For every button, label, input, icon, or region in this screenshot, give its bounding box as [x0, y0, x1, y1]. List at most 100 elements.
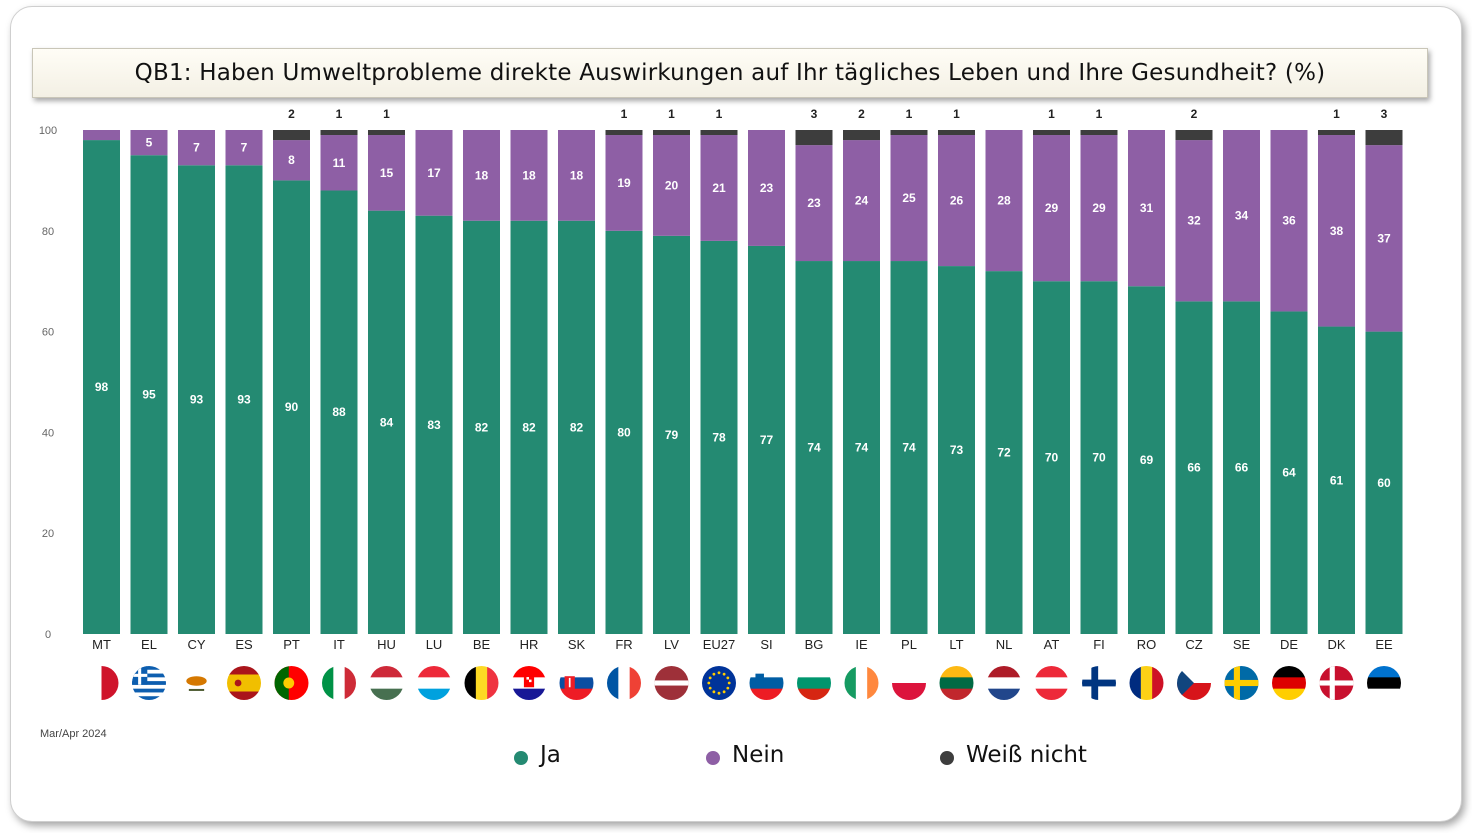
data-label-ja: 74: [855, 441, 869, 455]
bar-nein: [83, 130, 120, 141]
bar-weiss-nicht: [653, 130, 690, 136]
x-category-label: EL: [141, 637, 157, 652]
bar-ja: [1033, 281, 1070, 634]
bar-nein: [653, 135, 690, 236]
chart-title: QB1: Haben Umweltprobleme direkte Auswir…: [134, 60, 1326, 86]
flag-ireland-icon: [844, 666, 879, 700]
flag-eu-icon: [702, 666, 736, 700]
x-category-label: SK: [568, 637, 586, 652]
x-category-label: ES: [235, 637, 253, 652]
bar-nein: [415, 130, 453, 216]
flag-latvia-icon: [654, 666, 689, 700]
data-label-weiss-nicht: 3: [811, 107, 818, 121]
bar-weiss-nicht: [320, 130, 358, 136]
x-category-label: EE: [1375, 637, 1393, 652]
x-category-label: PT: [283, 637, 300, 652]
bar-nein: [510, 130, 548, 221]
data-label-ja: 90: [285, 400, 299, 414]
bar-weiss-nicht: [1080, 130, 1118, 136]
x-category-label: HU: [377, 637, 396, 652]
x-category-label: PL: [901, 637, 917, 652]
legend-label-weiss-nicht: Weiß nicht: [966, 742, 1087, 768]
data-label-nein: 29: [1092, 201, 1106, 215]
data-label-nein: 24: [855, 194, 869, 208]
flag-luxembourg-icon: [417, 666, 451, 700]
bar-nein: [130, 130, 168, 156]
bar-weiss-nicht: [700, 130, 738, 136]
bar-ja: [130, 155, 168, 634]
data-label-ja: 93: [237, 393, 251, 407]
flag-estonia-icon: [1367, 666, 1401, 700]
x-category-label: SE: [1233, 637, 1251, 652]
data-label-weiss-nicht: 1: [906, 107, 913, 121]
bar-nein: [1033, 135, 1070, 282]
legend-label-nein: Nein: [732, 742, 785, 768]
data-label-weiss-nicht: 2: [1191, 107, 1198, 121]
data-label-ja: 84: [380, 415, 394, 429]
data-label-ja: 61: [1330, 473, 1344, 487]
data-label-nein: 23: [760, 181, 774, 195]
data-label-ja: 95: [142, 388, 156, 402]
legend-label-ja: Ja: [540, 742, 561, 768]
data-label-nein: 15: [380, 166, 394, 180]
data-label-weiss-nicht: 1: [621, 107, 628, 121]
flag-hungary-icon: [369, 666, 404, 700]
x-category-label: LU: [426, 637, 443, 652]
bar-ja: [653, 235, 690, 634]
data-label-nein: 7: [241, 141, 248, 155]
y-tick-label: 100: [39, 125, 57, 137]
flag-france-icon: [607, 666, 641, 700]
bar-nein: [890, 135, 928, 262]
data-label-nein: 8: [288, 153, 295, 167]
x-category-label: DE: [1280, 637, 1298, 652]
bar-nein: [938, 135, 975, 267]
flag-finland-icon: [1082, 666, 1116, 700]
bar-ja: [700, 240, 738, 634]
data-label-nein: 37: [1377, 231, 1391, 245]
bar-ja: [605, 230, 643, 635]
data-label-ja: 66: [1187, 461, 1201, 475]
bar-nein: [1318, 135, 1355, 327]
data-label-nein: 36: [1282, 214, 1296, 228]
bar-nein: [178, 130, 215, 166]
x-category-label: EU27: [703, 637, 736, 652]
bar-weiss-nicht: [843, 130, 880, 141]
data-label-ja: 79: [665, 428, 679, 442]
flag-portugal-icon: [274, 666, 309, 700]
data-label-weiss-nicht: 1: [1096, 107, 1103, 121]
data-label-weiss-nicht: 1: [716, 107, 723, 121]
bar-ja: [178, 165, 215, 634]
bar-ja: [368, 210, 405, 634]
data-label-nein: 26: [950, 194, 964, 208]
x-category-label: DK: [1327, 637, 1345, 652]
bar-nein: [700, 135, 738, 241]
bar-nein: [748, 130, 785, 246]
legend-item-nein: Nein: [706, 742, 784, 768]
data-label-weiss-nicht: 1: [336, 107, 343, 121]
bar-ja: [1080, 281, 1118, 634]
data-label-weiss-nicht: 1: [383, 107, 390, 121]
flag-croatia-icon: [512, 666, 546, 700]
bar-ja: [273, 180, 310, 634]
bar-ja: [558, 220, 595, 634]
flag-poland-icon: [892, 666, 926, 700]
x-category-label: IT: [333, 637, 345, 652]
bar-ja: [320, 190, 358, 635]
bar-nein: [368, 135, 405, 211]
data-label-ja: 74: [902, 441, 916, 455]
data-label-nein: 28: [997, 194, 1011, 208]
data-label-ja: 64: [1282, 466, 1296, 480]
x-category-label: BE: [473, 637, 491, 652]
x-category-label: HR: [520, 637, 539, 652]
data-label-ja: 66: [1235, 461, 1249, 475]
bar-nein: [605, 135, 643, 231]
data-label-nein: 19: [617, 176, 631, 190]
data-label-ja: 73: [950, 443, 964, 457]
legend-dot-ja: [514, 751, 528, 765]
bar-nein: [1175, 140, 1213, 302]
flag-denmark-icon: [1319, 666, 1354, 700]
bar-nein: [320, 135, 358, 191]
data-label-nein: 34: [1235, 209, 1249, 223]
x-category-label: RO: [1137, 637, 1157, 652]
x-category-label: CZ: [1185, 637, 1202, 652]
